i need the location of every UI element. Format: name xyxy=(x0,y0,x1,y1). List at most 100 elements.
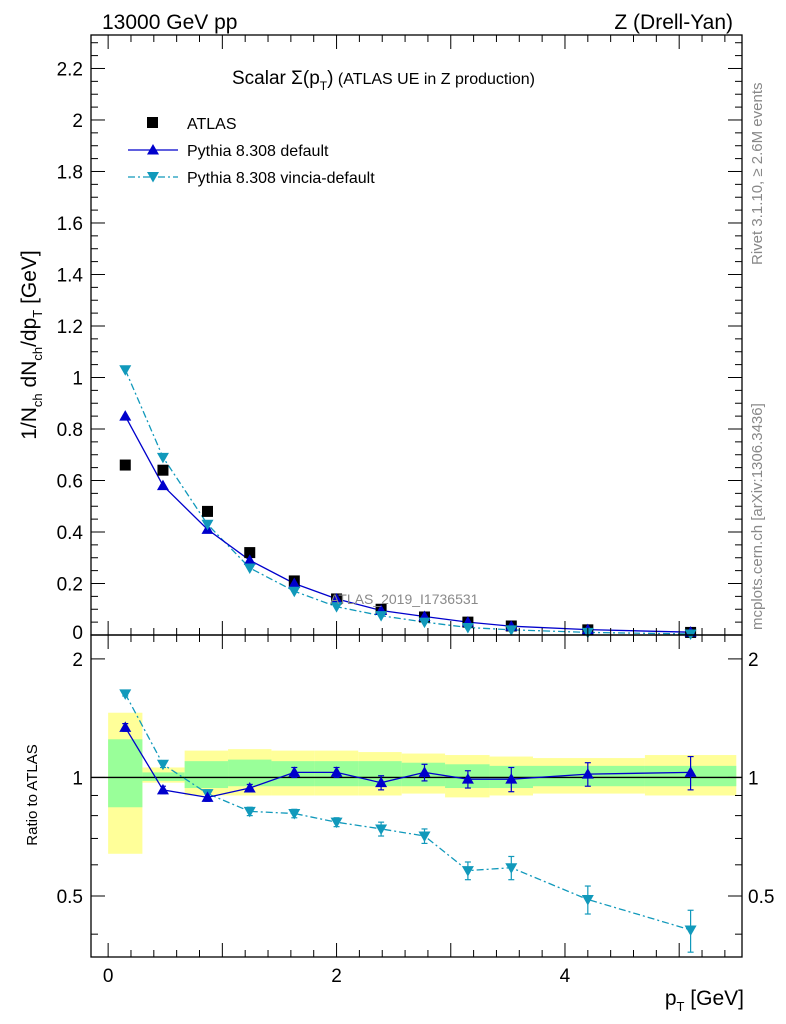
main-y-tick-label: 1.2 xyxy=(57,317,83,338)
main-y-tick-label: 2 xyxy=(72,111,83,132)
main-vincia-line xyxy=(124,369,691,635)
main-panel-marks xyxy=(119,365,697,640)
ratio-y-tick-label-left: 0.5 xyxy=(57,887,83,908)
ratio-pythia-default-point xyxy=(505,773,518,784)
ratio-x-tick-label: 4 xyxy=(560,966,571,987)
ratio-pythia-default-point xyxy=(330,766,343,777)
main-vincia-point xyxy=(375,611,388,622)
main-atlas-point xyxy=(157,464,169,476)
ratio-y-axis-label: Ratio to ATLAS xyxy=(24,744,41,845)
title-close: ) xyxy=(327,68,333,89)
ratio-pythia-default-point xyxy=(288,766,301,777)
ratio-vincia-point xyxy=(461,866,474,877)
ylabel-part-c: /dp xyxy=(18,318,41,347)
rivet-version-label: Rivet 3.1.10, ≥ 2.6M events xyxy=(749,83,766,266)
main-y-tick-label: 0 xyxy=(72,623,83,644)
legend-vincia-marker xyxy=(147,172,159,183)
ratio-pythia-default-point xyxy=(581,768,594,779)
ratio-vincia-point xyxy=(581,894,594,906)
ratio-vincia-point xyxy=(330,817,343,829)
ylabel-part-a: 1/N xyxy=(18,407,41,440)
ratio-y-tick-label-left: 2 xyxy=(72,650,83,671)
ylabel-part-d: [GeV] xyxy=(18,250,41,310)
ratio-x-tick-label: 0 xyxy=(103,966,114,987)
main-y-axis-label: 1/Nch dNch/dpT [GeV] xyxy=(18,250,45,440)
legend: ATLAS Pythia 8.308 default Pythia 8.308 … xyxy=(128,116,375,187)
legend-vincia-label: Pythia 8.308 vincia-default xyxy=(187,170,375,187)
xlabel-unit: [GeV] xyxy=(684,987,744,1010)
title-sigma: Σ(p xyxy=(291,68,320,89)
ratio-uncertainty-bands xyxy=(91,712,742,854)
ratio-vincia-point xyxy=(505,863,518,874)
ratio-band-inner xyxy=(142,772,185,781)
ratio-y-tick-label-right: 0.5 xyxy=(748,887,774,908)
ratio-band-inner xyxy=(228,759,272,787)
ratio-vincia-point xyxy=(119,689,132,700)
main-vincia-point xyxy=(330,602,343,613)
ratio-y-tick-label-left: 1 xyxy=(72,768,83,789)
main-y-tick-label: 1.8 xyxy=(57,162,83,183)
ratio-pythia-default-point xyxy=(156,783,169,795)
ylabel-part-b: dN xyxy=(18,361,41,394)
ratio-vincia-line xyxy=(124,693,691,931)
header-energy-label: 13000 GeV pp xyxy=(102,11,237,34)
title-lead: Scalar xyxy=(232,68,291,89)
header-process-label: Z (Drell-Yan) xyxy=(614,11,733,34)
ratio-panel-frame xyxy=(90,634,743,958)
ratio-panel-marks xyxy=(119,689,697,953)
ratio-pythia-default-point xyxy=(201,791,214,802)
title-subscript: T xyxy=(320,79,328,93)
main-vincia-point xyxy=(288,586,301,598)
ratio-vincia-point xyxy=(243,806,256,818)
mcplots-label: mcplots.cern.ch [arXiv:1306.3436] xyxy=(749,403,766,630)
main-vincia-point xyxy=(119,365,132,376)
ratio-pythia-default-point xyxy=(243,782,256,793)
main-y-tick-label: 0.4 xyxy=(57,523,84,544)
ylabel-sub-T: T xyxy=(30,310,45,318)
ratio-y-tick-label-right: 1 xyxy=(748,768,759,789)
ratio-pythia-default-point xyxy=(684,766,697,777)
chart-title: Scalar Σ(pT) (ATLAS UE in Z production) xyxy=(232,68,535,93)
main-y-tick-label: 0.8 xyxy=(57,420,83,441)
ratio-vincia-point xyxy=(288,808,301,820)
ratio-pythia-default-line xyxy=(124,727,691,799)
main-y-tick-label: 0.2 xyxy=(57,574,83,595)
ratio-vincia-point xyxy=(375,824,388,835)
title-rest: (ATLAS UE in Z production) xyxy=(333,71,535,88)
main-y-tick-label: 2.2 xyxy=(57,59,83,80)
main-y-tick-label: 1.6 xyxy=(57,214,83,235)
legend-atlas-label: ATLAS xyxy=(187,116,237,133)
legend-pythia-default-marker xyxy=(147,144,159,155)
main-vincia-point xyxy=(418,617,431,629)
ylabel-sub-ch2: ch xyxy=(30,347,45,361)
axis-ticks: 0.2 0.4 0.6 0.8 1 1.2 1.4 1.6 1.8 2 2.2 0 0 2 4 0.5 0.5 1… xyxy=(57,35,774,987)
main-vincia-point xyxy=(461,623,474,634)
ratio-band-inner xyxy=(184,761,229,789)
legend-atlas-marker xyxy=(147,117,158,128)
legend-pythia-default-label: Pythia 8.308 default xyxy=(187,143,329,160)
ratio-vincia-point xyxy=(684,925,697,936)
ratio-band-inner xyxy=(108,739,143,808)
ratio-pythia-default-point xyxy=(119,721,132,732)
main-pythia-default-point xyxy=(330,592,343,604)
main-pythia-default-point xyxy=(288,577,301,588)
main-vincia-point xyxy=(201,519,214,531)
main-vincia-point xyxy=(156,452,169,464)
main-pythia-default-line xyxy=(124,415,691,633)
main-atlas-point xyxy=(201,505,213,517)
ratio-pythia-default-point xyxy=(375,776,388,788)
ratio-vincia-point xyxy=(156,759,169,771)
main-y-tick-label: 0.6 xyxy=(57,471,83,492)
ratio-pythia-default-point xyxy=(418,766,431,777)
main-pythia-default-point xyxy=(156,479,169,491)
main-atlas-point xyxy=(244,547,256,559)
main-vincia-point xyxy=(243,563,256,575)
ratio-x-tick-label: 2 xyxy=(331,966,342,987)
main-pythia-default-point xyxy=(243,554,256,565)
main-pythia-default-point xyxy=(119,410,132,421)
main-atlas-point xyxy=(119,459,131,471)
ratio-pythia-default-point xyxy=(461,773,474,784)
x-axis-label: pT [GeV] xyxy=(665,987,744,1014)
main-y-tick-label: 1.4 xyxy=(57,265,84,286)
